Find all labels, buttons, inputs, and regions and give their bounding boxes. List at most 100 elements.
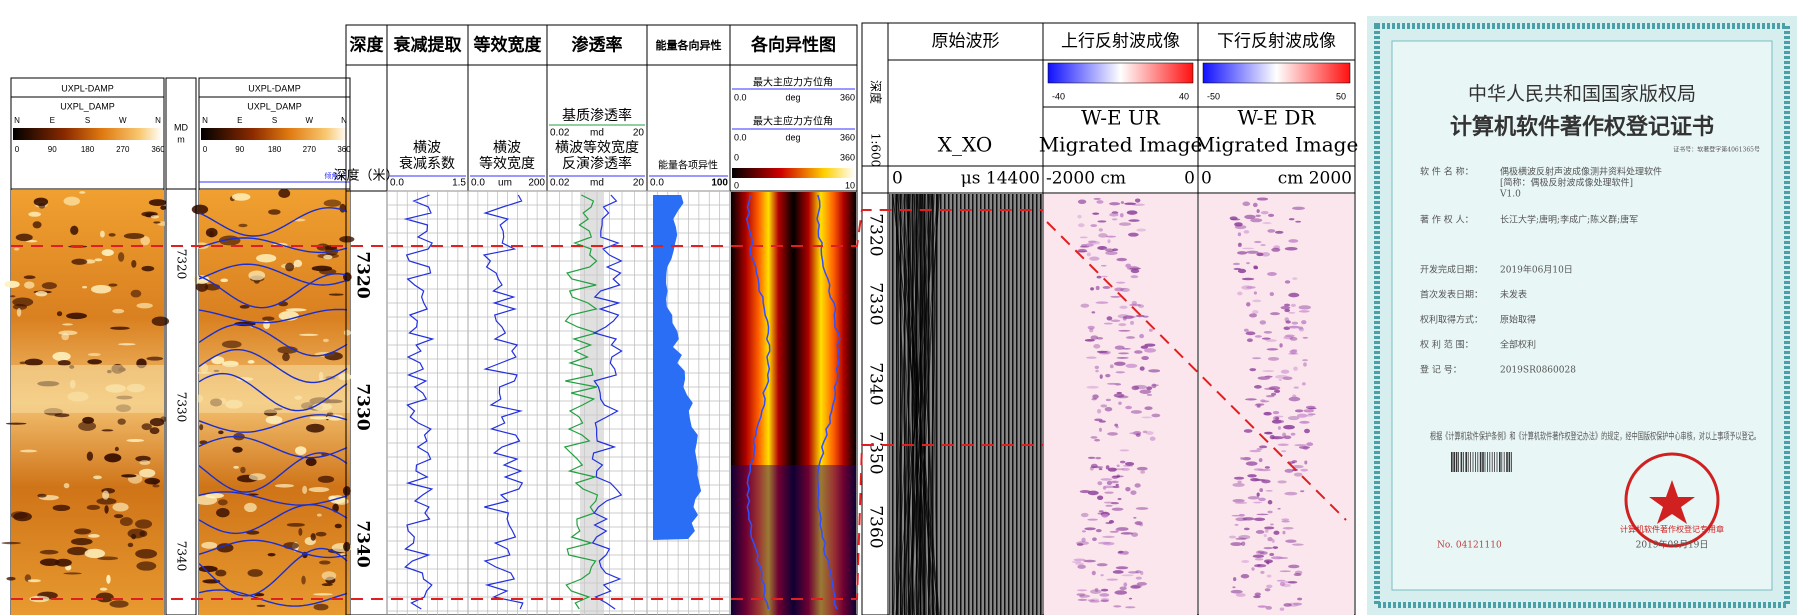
log-texture — [110, 327, 130, 330]
colorbar — [732, 168, 855, 178]
reflection-streak — [1103, 286, 1111, 289]
reflection-streak — [1271, 248, 1280, 252]
reflection-streak — [1241, 560, 1249, 563]
reflection-streak — [1261, 480, 1270, 484]
reflection-streak — [1108, 481, 1117, 484]
barcode-bar — [1497, 452, 1498, 472]
reflection-streak — [1080, 304, 1089, 308]
reflection-streak — [1288, 312, 1295, 314]
log-texture — [66, 313, 87, 319]
reflection-streak — [1259, 488, 1263, 492]
reflection-streak — [1101, 265, 1107, 267]
reflection-streak — [1294, 387, 1299, 389]
reflection-streak — [1285, 540, 1296, 543]
scale-label: 0.02 — [550, 178, 570, 189]
reflection-streak — [1270, 292, 1274, 296]
reflection-streak — [1292, 395, 1296, 399]
log-texture — [114, 514, 123, 518]
reflection-streak — [1254, 564, 1266, 567]
reflection-streak — [1272, 539, 1275, 543]
barcode-bar — [1487, 452, 1488, 472]
reflection-streak — [1291, 433, 1296, 436]
reflection-streak — [1134, 385, 1147, 389]
reflection-streak — [1099, 228, 1103, 231]
log-texture — [344, 330, 351, 336]
log-texture — [39, 203, 46, 209]
depth-label: 深度 — [869, 80, 884, 104]
reflection-streak — [1095, 366, 1099, 369]
reflection-streak — [1146, 431, 1154, 435]
reflection-streak — [1258, 498, 1266, 502]
reflection-streak — [1254, 518, 1266, 521]
reflection-streak — [1273, 531, 1279, 535]
reflection-streak — [1250, 478, 1259, 481]
log-texture — [109, 233, 116, 236]
log-texture — [12, 298, 33, 307]
reflection-streak — [1264, 547, 1273, 549]
reflection-streak — [1133, 517, 1136, 519]
reflection-streak — [1099, 510, 1104, 512]
md-unit: m — [177, 134, 185, 144]
reflection-streak — [1303, 337, 1308, 339]
reflection-streak — [1270, 523, 1274, 525]
log-texture — [248, 270, 265, 280]
reflection-streak — [1282, 584, 1291, 588]
reflection-streak — [1284, 309, 1290, 312]
reflection-streak — [1251, 567, 1254, 570]
reflection-streak — [1118, 498, 1122, 500]
reflection-streak — [1283, 527, 1294, 530]
log-texture — [109, 283, 118, 286]
certificate-field: 首次发表日期： — [1420, 289, 1483, 301]
reflection-streak — [1254, 291, 1257, 294]
log-band — [199, 365, 350, 413]
scale-label: md — [590, 128, 604, 139]
log-texture — [28, 212, 41, 217]
compass-label: N — [202, 116, 208, 125]
log-texture — [128, 543, 134, 547]
barcode-bar — [1451, 452, 1453, 472]
log-texture — [94, 258, 102, 261]
migrated-image — [1199, 194, 1354, 615]
scale-label: 50 — [1336, 91, 1346, 101]
reflection-streak — [1278, 508, 1281, 510]
log-texture — [74, 528, 91, 534]
scale-label: 0 — [1184, 169, 1195, 189]
track-label: 最大主应力方位角 — [753, 76, 833, 89]
log-texture — [91, 285, 111, 294]
log-texture — [262, 316, 275, 320]
reflection-streak — [1123, 582, 1127, 587]
reflection-streak — [1140, 389, 1152, 393]
reflection-streak — [1268, 500, 1273, 504]
reflection-streak — [1105, 251, 1117, 255]
scale-label: 270 — [303, 145, 317, 154]
barcode-bar — [1489, 452, 1490, 472]
log-texture — [87, 451, 93, 460]
reflection-streak — [1116, 528, 1120, 531]
log-texture — [322, 571, 337, 580]
barcode-bar — [1504, 452, 1505, 472]
track-label: 衰减系数 — [399, 155, 455, 172]
reflection-streak — [1092, 212, 1099, 214]
log-texture — [287, 523, 305, 527]
log-texture — [339, 236, 354, 242]
reflection-streak — [1293, 367, 1298, 371]
track-subtitle: UXPL_DAMP — [247, 101, 302, 111]
log-texture — [309, 487, 330, 492]
log-texture — [121, 474, 136, 477]
reflection-streak — [1284, 317, 1289, 322]
compass-label: S — [272, 116, 277, 125]
reflection-streak — [1135, 521, 1143, 525]
depth-label: 7330 — [175, 392, 189, 423]
log-texture — [285, 263, 294, 272]
log-texture — [124, 233, 145, 239]
reflection-streak — [1118, 402, 1122, 405]
reflection-streak — [1123, 315, 1134, 319]
barcode-bar — [1463, 452, 1464, 472]
depth-label: 7340 — [353, 520, 373, 567]
log-texture — [343, 542, 350, 552]
reflection-streak — [1104, 491, 1113, 493]
reflection-streak — [1112, 248, 1118, 251]
reflection-streak — [1121, 574, 1133, 576]
depth-unit: 深度（米） — [333, 167, 398, 182]
reflection-streak — [1077, 565, 1086, 569]
